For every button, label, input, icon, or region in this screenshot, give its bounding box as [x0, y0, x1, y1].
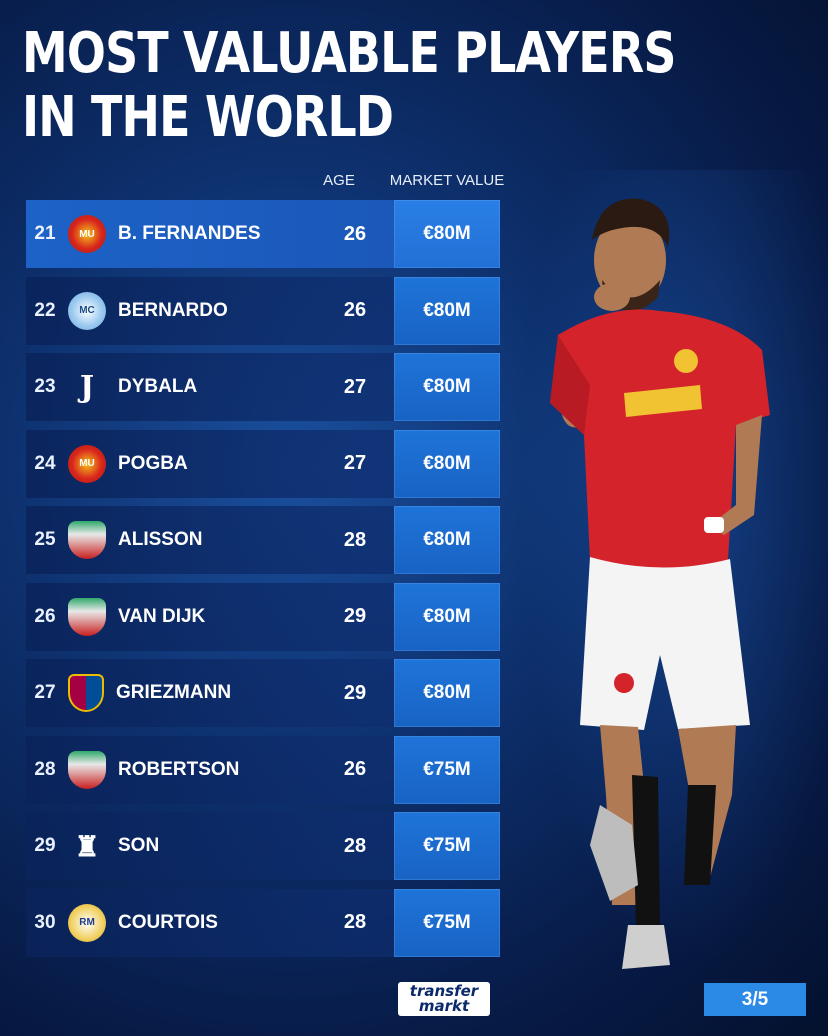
market-value: €80M: [394, 429, 500, 498]
market-value: €75M: [394, 888, 500, 957]
market-value: €80M: [394, 200, 500, 268]
table-row: 23 J DYBALA 27 €80M: [26, 353, 500, 421]
logo-line-2: markt: [418, 997, 470, 1015]
manchester-city-crest-icon: MC: [68, 291, 106, 330]
liverpool-crest-icon: [68, 750, 106, 789]
player-age: 26: [343, 299, 367, 321]
rank: 27: [34, 682, 56, 703]
player-name: BERNARDO: [118, 299, 228, 321]
player-age: 27: [343, 452, 367, 474]
player-age: 28: [343, 911, 367, 933]
player-name: B. FERNANDES: [118, 223, 261, 244]
player-illustration: [550, 198, 770, 969]
player-name: GRIEZMANN: [116, 682, 232, 703]
player-age: 26: [343, 758, 367, 780]
player-age: 28: [343, 528, 367, 551]
market-value: €80M: [394, 276, 500, 345]
player-name: POGBA: [118, 452, 188, 474]
rank: 25: [34, 529, 56, 550]
manchester-united-crest-icon: MU: [68, 444, 106, 483]
table-row: 22 MC BERNARDO 26 €80M: [26, 276, 500, 345]
transfermarkt-logo: transfer markt: [398, 982, 490, 1016]
title-line-1: MOST VALUABLE PLAYERS: [22, 21, 676, 86]
player-age: 26: [343, 222, 367, 245]
market-value: €75M: [394, 812, 500, 880]
liverpool-crest-icon: [68, 521, 106, 559]
market-value: €80M: [394, 353, 500, 421]
rank: 23: [34, 376, 56, 397]
manchester-united-crest-icon: MU: [68, 215, 106, 253]
rank: 26: [34, 605, 56, 627]
player-age: 29: [343, 681, 367, 704]
player-name: ALISSON: [118, 529, 203, 550]
table-row: 27 GRIEZMANN 29 €80M: [26, 659, 500, 727]
player-age: 28: [343, 834, 367, 857]
tottenham-crest-icon: ♜: [74, 830, 100, 862]
barcelona-crest-icon: [68, 674, 104, 712]
market-value: €80M: [394, 582, 500, 651]
rank: 21: [34, 223, 56, 244]
column-header-market-value: MARKET VALUE: [389, 172, 505, 189]
page-indicator: 3/5: [704, 983, 806, 1016]
rank: 30: [34, 911, 56, 933]
player-name: VAN DIJK: [118, 605, 206, 627]
column-header-age: AGE: [323, 172, 355, 189]
real-madrid-crest-icon: RM: [68, 903, 106, 942]
table-row: 21 MU B. FERNANDES 26 €80M: [26, 200, 500, 268]
rank: 24: [34, 452, 56, 474]
table-row: 28 ROBERTSON 26 €75M: [26, 735, 500, 804]
table-row: 29 ♜ SON 28 €75M: [26, 812, 500, 880]
rank: 29: [34, 835, 56, 856]
player-name: ROBERTSON: [118, 758, 240, 780]
market-value: €75M: [394, 735, 500, 804]
juventus-crest-icon: J: [79, 369, 95, 405]
liverpool-crest-icon: [68, 597, 106, 636]
table-row: 24 MU POGBA 27 €80M: [26, 429, 500, 498]
player-name: SON: [118, 835, 160, 856]
rank: 28: [34, 758, 56, 780]
title-line-2: IN THE WORLD: [22, 85, 394, 150]
table-row: 25 ALISSON 28 €80M: [26, 506, 500, 574]
page-title: MOST VALUABLE PLAYERS IN THE WORLD: [22, 22, 676, 150]
rank: 22: [34, 299, 56, 321]
player-age: 27: [343, 375, 367, 398]
market-value: €80M: [394, 506, 500, 574]
player-ranking-table: 21 MU B. FERNANDES 26 €80M 22 MC BERNARD…: [26, 200, 500, 965]
player-name: COURTOIS: [118, 911, 218, 933]
player-age: 29: [343, 605, 367, 627]
market-value: €80M: [394, 659, 500, 727]
table-row: 30 RM COURTOIS 28 €75M: [26, 888, 500, 957]
logo-line-1: transfer: [409, 982, 479, 1000]
player-name: DYBALA: [118, 376, 198, 397]
table-row: 26 VAN DIJK 29 €80M: [26, 582, 500, 651]
